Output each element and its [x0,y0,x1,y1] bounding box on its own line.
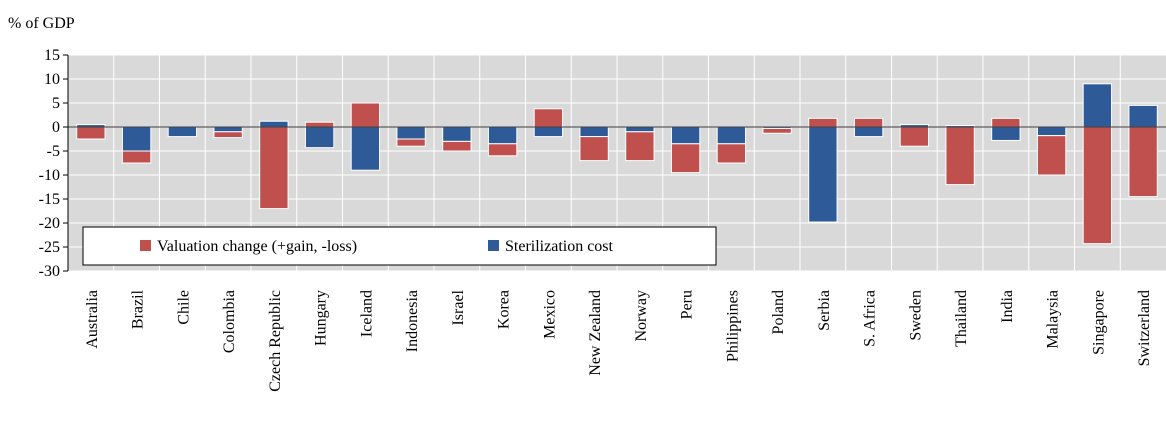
x-tick-label: Thailand [953,290,970,347]
x-tick-label: Philippines [724,290,741,362]
bar [76,126,106,140]
bar [442,140,472,152]
x-tick-label: Hungary [313,290,330,346]
bar [991,117,1021,128]
bar [579,126,609,138]
bar [1036,126,1067,137]
x-tick-label: Switzerland [1136,290,1153,366]
legend-label: Valuation change (+gain, -loss) [157,238,357,255]
bar [716,143,747,164]
x-tick-label: Czech Republic [267,290,284,392]
x-tick-label: Singapore [1090,290,1107,355]
bar [442,126,472,142]
bar [625,131,655,162]
y-tick-label: 5 [52,95,60,112]
y-tick-label: 10 [44,71,60,88]
x-tick-label: Israel [450,289,467,325]
x-tick-label: Peru [679,290,696,319]
y-tick-label: -10 [39,167,60,184]
x-tick-label: Chile [175,290,192,325]
x-tick-label: S. Africa [862,290,879,347]
bar [533,108,564,128]
y-tick-label: -30 [39,263,60,280]
legend-label: Sterilization cost [505,238,614,255]
x-tick-label: Brazil [130,289,147,329]
bar [945,126,975,186]
bar [259,120,289,128]
bar [304,126,335,149]
bar [167,126,198,138]
bar [670,126,701,145]
bar [716,126,747,145]
bar [579,136,609,162]
x-tick-label: Colombia [221,290,238,353]
bar [121,126,152,152]
x-tick-label: Norway [633,290,650,342]
bar [625,126,655,133]
x-tick-label: Indonesia [404,290,421,352]
x-tick-label: New Zealand [587,290,604,376]
bar [533,126,564,138]
bar [121,150,152,164]
bar [304,121,335,128]
bar [899,126,930,147]
bar [853,126,884,138]
bar [762,127,792,134]
y-tick-label: 0 [52,119,60,136]
y-tick-label: -20 [39,215,60,232]
bar [1036,135,1067,176]
bar [396,138,426,147]
bar [1082,83,1113,128]
bar [350,126,381,171]
legend-swatch [488,240,499,251]
y-tick-label: 15 [44,47,60,64]
bar [670,143,701,174]
bar [350,102,381,128]
x-tick-label: Korea [496,290,513,329]
x-tick-label: Mexico [541,290,558,339]
bar [259,126,289,210]
y-tick-label: -25 [39,239,60,256]
x-tick-label: India [999,290,1016,323]
bar [991,126,1021,141]
bar [808,126,838,223]
bar [213,126,243,133]
bar [396,126,426,140]
x-tick-label: Poland [770,290,787,334]
y-tick-label: -15 [39,191,60,208]
x-tick-label: Sweden [907,290,924,341]
legend-swatch [140,240,151,251]
bar [1128,126,1158,198]
y-tick-label: -5 [47,143,60,160]
x-tick-label: Iceland [358,290,375,337]
bar [808,117,838,128]
y-axis-label: % of GDP [8,15,75,32]
bar [1082,126,1113,245]
x-tick-label: Australia [84,290,101,349]
legend-box [82,226,717,266]
x-tick-label: Serbia [816,290,833,331]
bar [487,126,518,145]
bar [487,143,518,157]
x-tick-label: Malaysia [1045,290,1062,349]
bar [853,117,884,128]
bar [213,131,243,139]
bar [1128,104,1158,128]
